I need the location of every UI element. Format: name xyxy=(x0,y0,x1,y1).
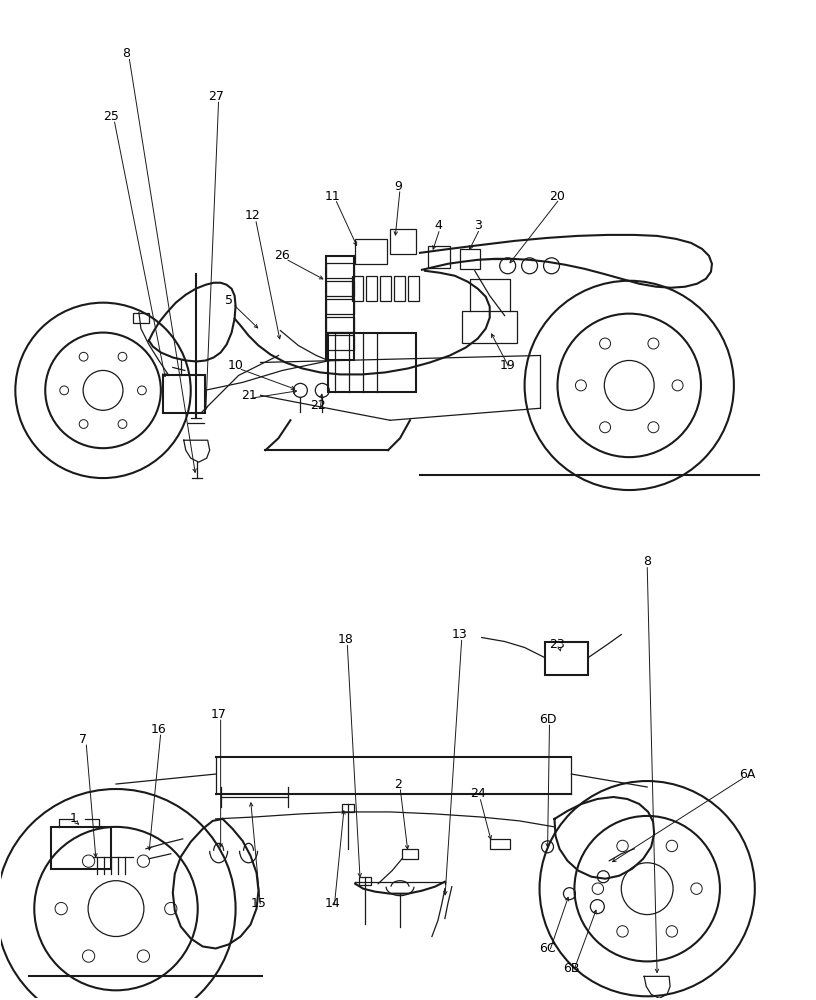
Bar xyxy=(326,299,354,314)
Bar xyxy=(544,642,588,675)
Text: 7: 7 xyxy=(79,733,87,746)
Bar xyxy=(342,804,354,812)
Text: 8: 8 xyxy=(643,555,651,568)
Text: 26: 26 xyxy=(274,249,290,262)
Bar xyxy=(366,276,377,301)
Text: 11: 11 xyxy=(325,190,340,203)
Text: 9: 9 xyxy=(394,180,402,193)
Bar xyxy=(326,256,354,360)
Bar xyxy=(390,229,416,254)
Bar xyxy=(402,849,418,859)
Text: 6A: 6A xyxy=(738,768,755,781)
Text: 27: 27 xyxy=(208,90,224,103)
Text: 6B: 6B xyxy=(563,962,579,975)
Text: 8: 8 xyxy=(122,47,130,60)
Text: 23: 23 xyxy=(550,638,565,651)
Text: 4: 4 xyxy=(434,219,441,232)
Bar xyxy=(359,877,371,885)
Text: 10: 10 xyxy=(228,359,243,372)
Text: 22: 22 xyxy=(310,399,326,412)
Text: 2: 2 xyxy=(394,778,402,791)
Text: 18: 18 xyxy=(337,633,353,646)
Bar xyxy=(326,263,354,278)
Bar xyxy=(326,281,354,296)
Bar xyxy=(355,239,387,264)
Bar xyxy=(326,335,354,350)
Text: 15: 15 xyxy=(251,897,267,910)
Bar xyxy=(353,276,363,301)
Text: 14: 14 xyxy=(325,897,340,910)
Bar xyxy=(408,276,419,301)
Bar xyxy=(328,333,416,392)
Text: 16: 16 xyxy=(151,723,166,736)
Bar xyxy=(490,839,510,849)
Text: 1: 1 xyxy=(69,812,77,825)
Bar xyxy=(462,311,517,343)
Text: 24: 24 xyxy=(470,787,486,800)
Text: 6D: 6D xyxy=(539,713,557,726)
Text: 20: 20 xyxy=(549,190,565,203)
Bar xyxy=(380,276,391,301)
Text: 19: 19 xyxy=(499,359,516,372)
Bar xyxy=(51,827,111,869)
Text: 12: 12 xyxy=(245,209,260,222)
Text: 25: 25 xyxy=(103,110,119,123)
Text: 3: 3 xyxy=(474,219,481,232)
Bar xyxy=(460,249,480,269)
Text: 21: 21 xyxy=(241,389,256,402)
Text: 17: 17 xyxy=(211,708,227,721)
Text: 13: 13 xyxy=(452,628,468,641)
Bar xyxy=(163,375,205,413)
Bar xyxy=(428,246,450,268)
Bar xyxy=(326,317,354,332)
Bar xyxy=(394,276,405,301)
Text: 6C: 6C xyxy=(539,942,556,955)
Bar xyxy=(133,313,149,323)
Text: 5: 5 xyxy=(224,294,233,307)
